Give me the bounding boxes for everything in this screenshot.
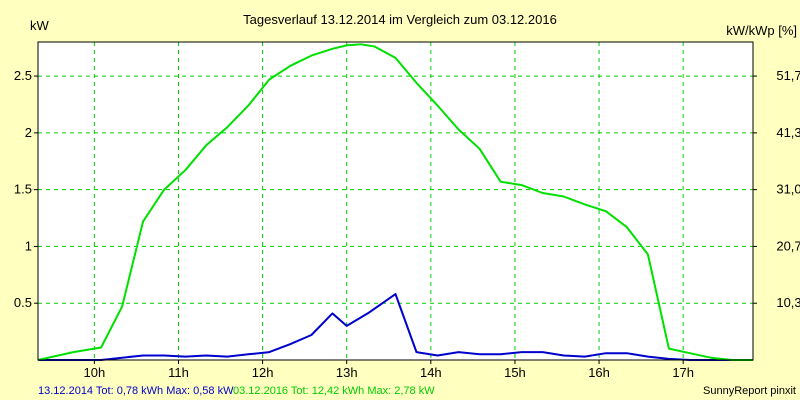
grid-layer xyxy=(38,42,753,360)
footer-series1-summary: 13.12.2014 Tot: 0,78 kWh Max: 0,58 kW xyxy=(38,385,234,397)
x-tick-label: 12h xyxy=(252,365,274,380)
series-line-2016 xyxy=(37,43,753,361)
y-left-tick-label: 1 xyxy=(25,238,32,253)
series-line-2014 xyxy=(38,293,753,361)
y-right-tick-label: 10,3 xyxy=(776,295,800,310)
x-tick-label: 13h xyxy=(336,365,358,380)
chart-title: Tagesverlauf 13.12.2014 im Vergleich zum… xyxy=(243,12,557,27)
x-tick-label: 10h xyxy=(84,365,106,380)
y-right-tick-label: 51,7 xyxy=(776,68,800,83)
footer-brand: SunnyReport pinxit xyxy=(703,385,796,397)
y-axis-right-ticks: 10,3 20,7 31,0 41,3 51,7 xyxy=(753,68,800,310)
y-left-tick-label: 1.5 xyxy=(14,182,32,197)
x-tick-label: 14h xyxy=(420,365,442,380)
y-axis-left-label: kW xyxy=(30,18,50,33)
plot-area xyxy=(38,42,753,360)
y-left-tick-label: 2 xyxy=(25,125,32,140)
y-left-tick-label: 0.5 xyxy=(14,295,32,310)
x-tick-label: 15h xyxy=(504,365,526,380)
y-right-tick-label: 41,3 xyxy=(776,125,800,140)
x-tick-label: 16h xyxy=(588,365,610,380)
series-layer xyxy=(37,43,753,361)
x-axis-ticks: 10h 11h 12h 13h 14h 15h 16h 17h xyxy=(84,360,694,380)
y-right-tick-label: 20,7 xyxy=(776,238,800,253)
y-right-tick-label: 31,0 xyxy=(776,182,800,197)
footer-series2-summary: 03.12.2016 Tot: 12,42 kWh Max: 2,78 kW xyxy=(233,385,435,397)
y-axis-left-ticks: 0.5 1 1.5 2 2.5 xyxy=(14,68,38,310)
y-left-tick-label: 2.5 xyxy=(14,68,32,83)
x-tick-label: 17h xyxy=(672,365,694,380)
y-axis-right-label: kW/kWp [%] xyxy=(726,23,797,38)
x-tick-label: 11h xyxy=(168,365,189,380)
plot-frame xyxy=(37,41,754,361)
